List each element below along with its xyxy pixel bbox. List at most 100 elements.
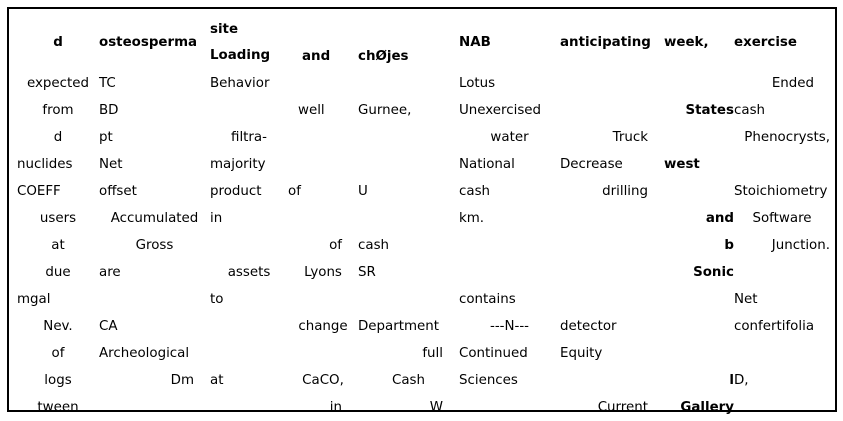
table-cell: CA	[99, 319, 118, 334]
table-row: at Gross of cash b Junction.	[17, 232, 830, 259]
table-cell: TC	[99, 76, 116, 91]
table-cell	[358, 286, 459, 313]
table-cell	[664, 178, 734, 205]
table-cell: Lotus	[459, 76, 496, 91]
table-cell: water	[490, 130, 529, 145]
table-cell	[210, 232, 288, 259]
table-cell: pt	[99, 130, 113, 145]
table-cell: at	[210, 373, 224, 388]
table-row: Nev. CA change Department ---N--- detector con…	[17, 313, 830, 340]
table-cell: Department	[358, 319, 440, 334]
table-cell: States	[685, 103, 734, 118]
table-cell: d	[53, 130, 63, 145]
column-header: osteosperma	[99, 35, 198, 50]
table-cell: mgal	[17, 292, 51, 307]
table-cell: in	[329, 400, 342, 415]
table-cell: Net	[734, 292, 758, 307]
table-cell: at	[51, 238, 65, 253]
column-header: d	[53, 35, 63, 50]
table-cell: contains	[459, 292, 516, 307]
table-row: of Archeological full Continued Equity	[17, 340, 830, 367]
table-cell: Gross	[135, 238, 174, 253]
table-row: due are assets Lyons SR Sonic	[17, 259, 830, 286]
column-header-line: site	[210, 21, 239, 37]
table-cell: west	[664, 157, 700, 172]
table-cell	[560, 70, 664, 97]
column-header: exercise	[734, 35, 797, 50]
column-header: NAB	[459, 35, 491, 50]
table-cell: due	[45, 265, 71, 280]
table-cell: Software	[752, 211, 812, 226]
table-cell: filtra-	[231, 130, 267, 145]
table-cell: Archeological	[99, 346, 190, 361]
table-frame: d osteosperma site Loading and chØjes NA…	[7, 7, 837, 415]
table-cell: of	[329, 238, 342, 253]
table-cell	[358, 151, 459, 178]
table-cell: COEFF	[17, 184, 61, 199]
table-cell: users	[39, 211, 77, 226]
table-row: from BD well Gurnee, Unexercised States cash	[17, 97, 830, 124]
table-cell	[560, 205, 664, 232]
table-cell	[210, 97, 288, 124]
data-table: d osteosperma site Loading and chØjes NA…	[17, 15, 830, 421]
column-header: and	[302, 49, 331, 64]
table-cell	[664, 340, 734, 367]
table-cell: Sonic	[693, 265, 734, 280]
table-cell: assets	[227, 265, 271, 280]
table-cell	[358, 70, 459, 97]
table-cell: Truck	[612, 130, 648, 145]
column-header-line: Loading	[210, 47, 271, 63]
table-cell	[664, 286, 734, 313]
table-cell	[560, 232, 664, 259]
table-cell: Ended	[771, 76, 814, 91]
table-cell	[288, 151, 358, 178]
table-row: tween in W Current Gallery	[17, 394, 830, 421]
table-cell: cash	[734, 103, 766, 118]
table-cell: nuclides	[17, 157, 73, 172]
table-cell: majority	[210, 157, 266, 172]
table-cell: CaCO,	[302, 373, 344, 388]
table-row: nuclides Net majority National Decrease west	[17, 151, 830, 178]
table-row: mgal to contains Net	[17, 286, 830, 313]
table-cell: Cash	[391, 373, 426, 388]
table-cell: from	[42, 103, 74, 118]
header-row: d osteosperma site Loading and chØjes NA…	[17, 15, 830, 70]
table-cell	[210, 313, 288, 340]
table-cell: Unexercised	[459, 103, 542, 118]
table-cell: Junction.	[771, 238, 830, 253]
table-cell	[210, 340, 288, 367]
table-cell: Sciences	[459, 373, 518, 388]
table-cell: confertifolia	[734, 319, 815, 334]
table-cell	[734, 394, 830, 421]
table-cell: cash	[358, 238, 390, 253]
table-cell: Dm	[170, 373, 194, 388]
table-cell	[560, 97, 664, 124]
column-header: week,	[664, 35, 709, 50]
table-cell: km.	[459, 211, 485, 226]
table-cell: well	[298, 103, 325, 118]
table-cell	[288, 286, 358, 313]
table-cell: Gurnee,	[358, 103, 412, 118]
table-cell: Equity	[560, 346, 603, 361]
table-cell	[459, 259, 560, 286]
table-cell: SR	[358, 265, 376, 280]
table-row: logs Dm at CaCO, Cash Sciences l D,	[17, 367, 830, 394]
table-cell	[560, 259, 664, 286]
table-cell: Decrease	[560, 157, 623, 172]
table-cell: are	[99, 265, 121, 280]
table-cell	[734, 259, 830, 286]
table-cell	[288, 340, 358, 367]
table-row: users Accumulated in km. and Software	[17, 205, 830, 232]
table-cell	[664, 70, 734, 97]
table-cell	[560, 286, 664, 313]
table-cell: ---N---	[489, 319, 529, 334]
table-cell	[210, 394, 288, 421]
table-cell: W	[429, 400, 443, 415]
table-cell	[734, 340, 830, 367]
table-cell: Phenocrysts,	[744, 130, 830, 145]
table-cell: change	[298, 319, 348, 334]
table-cell: cash	[459, 184, 491, 199]
table-cell	[560, 367, 664, 394]
table-cell	[664, 313, 734, 340]
